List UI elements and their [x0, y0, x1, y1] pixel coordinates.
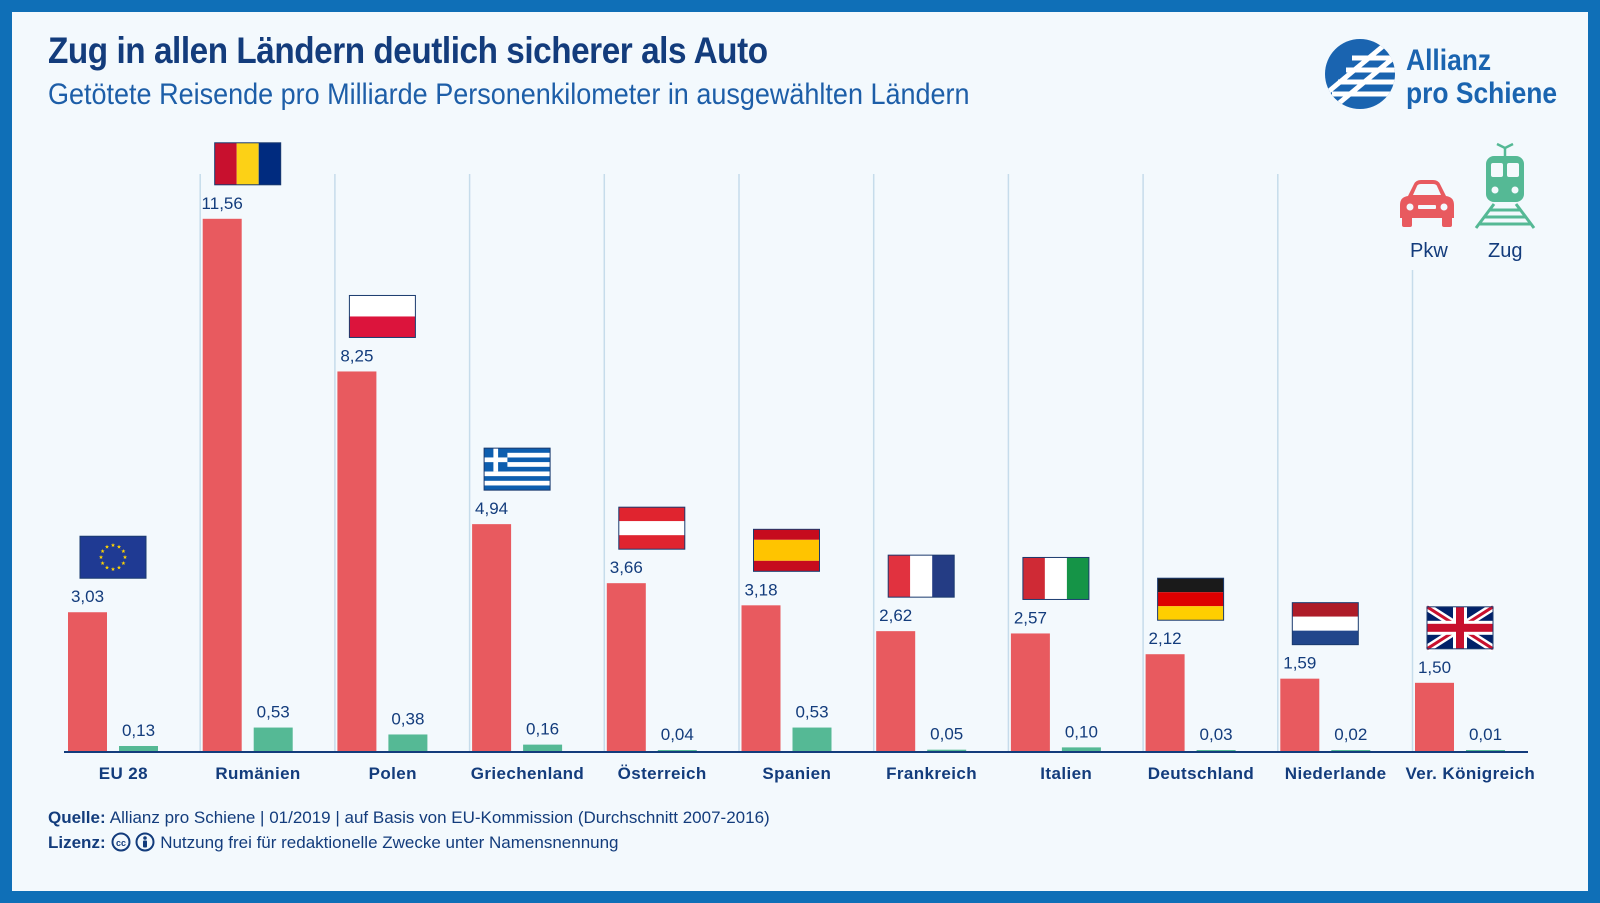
data-label-pkw: 4,94: [475, 499, 508, 518]
license-text: Nutzung frei für redaktionelle Zwecke un…: [160, 833, 619, 852]
bar-pkw-romania: [202, 218, 242, 753]
data-label-zug: 0,03: [1200, 725, 1233, 744]
bar-pkw-netherlands: [1280, 678, 1320, 752]
x-tick-label: Polen: [369, 764, 417, 783]
creative-commons-icon: cc: [111, 832, 131, 852]
bar-zug-greece: [523, 744, 563, 752]
x-tick-label: Deutschland: [1148, 764, 1254, 783]
svg-text:cc: cc: [116, 838, 126, 848]
data-label-zug: 0,04: [661, 725, 694, 744]
country-flags: [79, 142, 1496, 653]
logo-wordmark: Allianz pro Schiene: [1406, 44, 1557, 110]
car-icon: [1400, 180, 1454, 227]
data-label-zug: 0,10: [1065, 722, 1098, 741]
allianz-pro-schiene-logo: Allianz pro Schiene: [1324, 36, 1588, 116]
data-label-pkw: 1,59: [1283, 654, 1316, 673]
chart-bars: [68, 218, 1505, 753]
austria-flag: [618, 506, 686, 550]
x-tick-label: Rumänien: [215, 764, 300, 783]
italy-flag: [1022, 556, 1090, 600]
logo-line-1: Allianz: [1406, 44, 1492, 77]
source-text: Allianz pro Schiene | 01/2019 | auf Basi…: [109, 808, 770, 827]
data-label-zug: 0,38: [391, 709, 424, 728]
data-label-zug: 0,01: [1469, 725, 1502, 744]
data-label-zug: 0,13: [122, 721, 155, 740]
data-label-zug: 0,16: [526, 720, 559, 739]
bar-zug-poland: [388, 734, 428, 752]
footer: Quelle: Allianz pro Schiene | 01/2019 | …: [48, 805, 770, 855]
bar-pkw-spain: [741, 605, 781, 752]
x-tick-label: Spanien: [762, 764, 831, 783]
bar-pkw-austria: [606, 583, 646, 752]
license-line: Lizenz: cc Nutzung frei für redaktionell…: [48, 830, 770, 855]
data-label-pkw: 3,03: [71, 587, 104, 606]
bar-chart: 3,03 0,13 EU 28 11,56 0,53 Rumänien 8,25 0,38 Po…: [64, 142, 1535, 783]
data-label-zug: 0,53: [795, 703, 828, 722]
data-label-zug: 0,02: [1334, 725, 1367, 744]
attribution-icon: [135, 832, 155, 852]
legend-label-train: Zug: [1488, 240, 1523, 262]
page-subtitle: Getötete Reisende pro Milliarde Personen…: [48, 78, 970, 111]
bar-pkw-poland: [337, 371, 377, 752]
logo-line-2: pro Schiene: [1406, 77, 1558, 110]
chart-legend: Pkw Zug: [1400, 132, 1588, 282]
france-flag: [887, 554, 955, 598]
data-label-pkw: 8,25: [340, 346, 373, 365]
data-label-zug: 0,05: [930, 725, 963, 744]
spain-flag: [753, 528, 820, 572]
bar-pkw-italy: [1010, 633, 1050, 752]
x-tick-label: Ver. Königreich: [1405, 764, 1535, 783]
license-label: Lizenz:: [48, 833, 106, 852]
bar-zug-romania: [253, 727, 293, 752]
bar-zug-italy: [1061, 747, 1101, 752]
poland-flag: [348, 294, 416, 338]
group-dividers: [199, 174, 1414, 752]
netherlands-flag: [1291, 602, 1359, 646]
data-label-pkw: 3,18: [744, 580, 777, 599]
x-tick-label: EU 28: [99, 764, 148, 783]
bar-pkw-germany: [1145, 654, 1185, 752]
germany-flag: [1157, 577, 1225, 621]
x-tick-label: Griechenland: [471, 764, 584, 783]
bar-zug-eu: [119, 746, 158, 752]
data-label-zug: 0,53: [257, 703, 290, 722]
bar-zug-spain: [792, 727, 832, 752]
romania-flag: [214, 142, 282, 186]
x-tick-label: Österreich: [618, 764, 707, 783]
uk-flag: [1424, 603, 1496, 653]
x-tick-label: Frankreich: [886, 764, 977, 783]
x-tick-label: Niederlande: [1285, 764, 1387, 783]
greece-flag: [483, 447, 551, 491]
bar-pkw-eu: [68, 612, 107, 752]
data-label-pkw: 2,12: [1149, 629, 1182, 648]
data-label-pkw: 3,66: [610, 558, 643, 577]
eu-flag: [79, 535, 147, 579]
train-icon: [1474, 142, 1536, 229]
bar-pkw-france: [876, 631, 916, 752]
source-label: Quelle:: [48, 808, 106, 827]
chart-labels: 3,03 0,13 EU 28 11,56 0,53 Rumänien 8,25 0,38 Po…: [71, 194, 1535, 783]
data-label-pkw: 2,57: [1014, 608, 1047, 627]
data-label-pkw: 2,62: [879, 606, 912, 625]
page-title: Zug in allen Ländern deutlich sicherer a…: [48, 30, 768, 71]
bar-pkw-uk: [1415, 682, 1454, 752]
legend-label-car: Pkw: [1410, 240, 1448, 262]
bar-pkw-greece: [472, 524, 512, 752]
logo-emblem-icon: [1325, 39, 1395, 109]
source-line: Quelle: Allianz pro Schiene | 01/2019 | …: [48, 805, 770, 830]
data-label-pkw: 11,56: [202, 194, 243, 213]
data-label-pkw: 1,50: [1418, 658, 1451, 677]
x-tick-label: Italien: [1040, 764, 1092, 783]
bar-zug-france: [927, 749, 967, 752]
